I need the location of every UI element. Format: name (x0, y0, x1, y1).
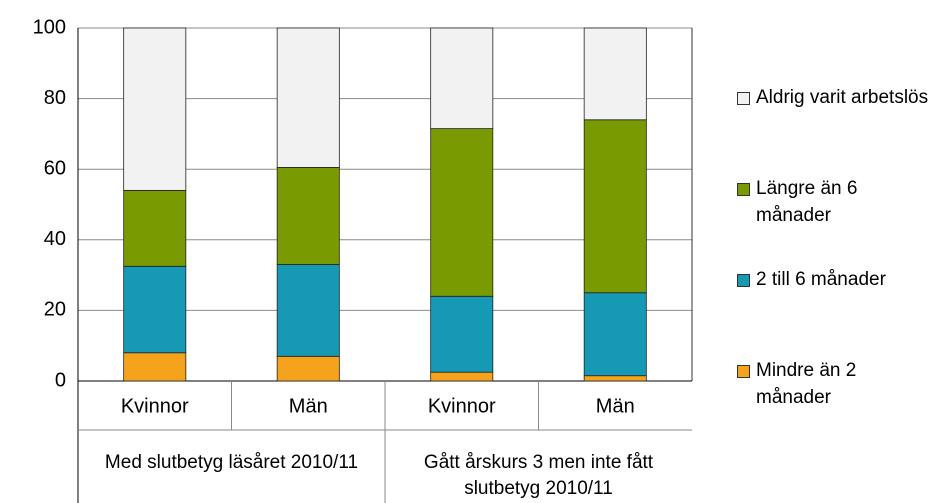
bar-segment (583, 119, 647, 294)
bar-segment (123, 189, 187, 267)
legend-item: Mindre än 2 månader (737, 357, 931, 411)
bar-segment (430, 295, 494, 373)
x-tick-label: Män (289, 395, 328, 417)
group-label: Med slutbetyg läsåret 2010/11 (78, 450, 385, 476)
legend-item: Aldrig varit arbetslös (737, 84, 931, 111)
y-tick-label: 60 (44, 157, 66, 179)
group-label-text: Gått årskurs 3 men inte fått slutbetyg 2… (423, 452, 654, 499)
bar-segment (276, 167, 340, 265)
y-tick-label: 0 (55, 369, 66, 391)
bar-segment (430, 27, 494, 130)
y-tick-label: 40 (44, 228, 66, 250)
bar-segment (276, 355, 340, 382)
group-label: Gått årskurs 3 men inte fått slutbetyg 2… (385, 450, 692, 502)
bar-segment (123, 265, 187, 354)
bar-segment (430, 128, 494, 297)
bar-segment (123, 27, 187, 191)
legend-label: Aldrig varit arbetslös (756, 87, 929, 108)
legend-swatch (737, 365, 750, 378)
y-tick-label: 20 (44, 299, 66, 321)
y-tick-label: 80 (44, 87, 66, 109)
bar-segment (583, 375, 647, 382)
legend-item: 2 till 6 månader (737, 266, 931, 293)
bar-segment (583, 292, 647, 377)
bar-segment (123, 352, 187, 382)
bar-segment (276, 27, 340, 168)
legend-label: Mindre än 2 månader (756, 360, 857, 408)
legend-label: 2 till 6 månader (756, 269, 886, 290)
bar-segment (276, 264, 340, 357)
legend-swatch (737, 183, 750, 196)
x-tick-label: Kvinnor (121, 395, 189, 417)
legend-label: Längre än 6 månader (756, 178, 858, 226)
x-tick-label: Kvinnor (428, 395, 496, 417)
legend-swatch (737, 92, 750, 105)
legend-item: Längre än 6 månader (737, 175, 931, 229)
y-tick-label: 100 (33, 16, 66, 38)
group-label-text: Med slutbetyg läsåret 2010/11 (104, 452, 359, 473)
bar-segment (583, 27, 647, 121)
x-tick-label: Män (596, 395, 635, 417)
bar-segment (430, 371, 494, 382)
legend-swatch (737, 274, 750, 287)
